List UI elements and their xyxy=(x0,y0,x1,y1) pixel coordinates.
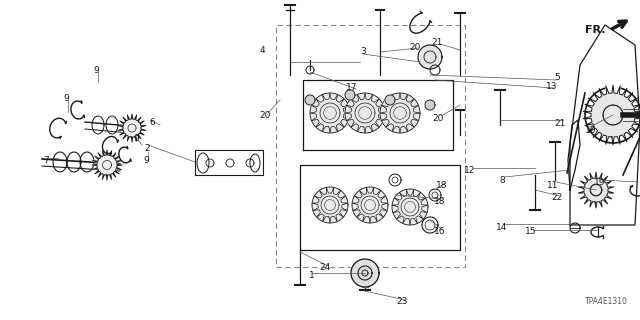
Text: 17: 17 xyxy=(346,83,358,92)
Text: 15: 15 xyxy=(525,228,537,236)
Polygon shape xyxy=(92,150,122,180)
Text: 23: 23 xyxy=(396,298,408,307)
Polygon shape xyxy=(583,85,640,145)
Text: 3: 3 xyxy=(360,46,366,55)
Text: 16: 16 xyxy=(435,228,445,236)
Text: 8: 8 xyxy=(499,175,505,185)
Polygon shape xyxy=(579,172,614,208)
Text: 9: 9 xyxy=(63,93,69,102)
Text: TPA4E1310: TPA4E1310 xyxy=(585,297,628,306)
Text: 24: 24 xyxy=(319,263,331,273)
Text: 6: 6 xyxy=(149,117,155,126)
Text: 19: 19 xyxy=(595,178,605,187)
Text: 22: 22 xyxy=(552,194,563,203)
Polygon shape xyxy=(380,93,420,133)
Polygon shape xyxy=(385,95,395,105)
Polygon shape xyxy=(392,189,428,225)
Polygon shape xyxy=(305,95,315,105)
Text: 9: 9 xyxy=(143,156,149,164)
Polygon shape xyxy=(425,100,435,110)
Text: 21: 21 xyxy=(554,118,566,127)
Text: 1: 1 xyxy=(309,271,315,281)
Polygon shape xyxy=(352,187,388,223)
Text: 9: 9 xyxy=(133,133,139,142)
Text: 2: 2 xyxy=(144,143,150,153)
Polygon shape xyxy=(418,45,442,69)
Polygon shape xyxy=(345,93,385,133)
Polygon shape xyxy=(312,187,348,223)
Polygon shape xyxy=(345,90,355,100)
Text: FR.: FR. xyxy=(586,25,606,35)
Text: 5: 5 xyxy=(554,73,560,82)
Text: 18: 18 xyxy=(435,197,445,206)
Text: 21: 21 xyxy=(431,37,443,46)
Text: 7: 7 xyxy=(43,156,49,164)
Text: 10: 10 xyxy=(585,125,596,134)
Text: 20: 20 xyxy=(410,43,420,52)
Text: 20: 20 xyxy=(432,114,444,123)
Text: 4: 4 xyxy=(259,45,265,54)
Text: 20: 20 xyxy=(259,110,271,119)
Polygon shape xyxy=(118,114,146,142)
Polygon shape xyxy=(310,93,350,133)
Polygon shape xyxy=(351,259,379,287)
Text: 14: 14 xyxy=(496,222,508,231)
Text: 18: 18 xyxy=(436,180,448,189)
Text: 13: 13 xyxy=(547,82,557,91)
Text: 9: 9 xyxy=(93,66,99,75)
Text: 11: 11 xyxy=(547,180,559,189)
Text: 12: 12 xyxy=(464,165,476,174)
